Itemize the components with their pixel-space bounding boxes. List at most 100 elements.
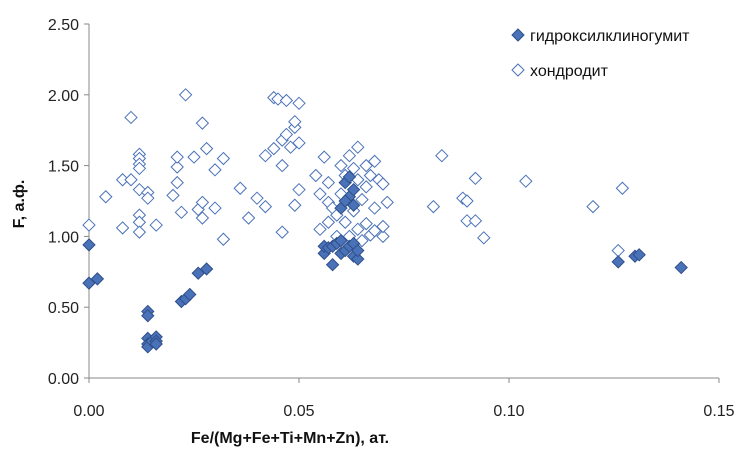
data-point-chondrodite: [132, 161, 147, 176]
data-point-chondrodite: [267, 141, 281, 156]
data-point-chondrodite: [233, 181, 247, 195]
data-point-chondrodite: [317, 150, 331, 164]
data-point-chondrodite: [195, 211, 210, 225]
data-point-chondrodite: [292, 136, 306, 150]
data-point-chondrodite: [199, 141, 214, 156]
data-point-chondrodite: [292, 182, 306, 197]
data-point-chondrodite: [258, 148, 273, 163]
data-point-hydroxylclinohumite: [82, 238, 96, 252]
data-point-chondrodite: [288, 114, 302, 129]
data-point-chondrodite: [99, 190, 113, 204]
data-point-hydroxylclinohumite: [351, 243, 365, 258]
data-point-chondrodite: [141, 191, 155, 205]
data-point-hydroxylclinohumite: [346, 198, 361, 212]
data-point-hydroxylclinohumite: [149, 337, 163, 351]
data-point-hydroxylclinohumite: [183, 287, 197, 302]
data-point-hydroxylclinohumite: [351, 252, 365, 266]
data-point-chondrodite: [279, 93, 294, 108]
legend-label-0: гидроксилклиногумит: [530, 28, 690, 45]
data-point-chondrodite: [309, 168, 323, 183]
data-point-chondrodite: [279, 127, 294, 142]
legend-marker-filled-diamond: [511, 28, 525, 42]
data-point-chondrodite: [292, 96, 306, 111]
data-point-chondrodite: [216, 232, 231, 246]
data-point-chondrodite: [321, 215, 336, 229]
data-point-chondrodite: [275, 158, 289, 173]
data-point-chondrodite: [477, 231, 491, 245]
data-point-chondrodite: [321, 175, 336, 190]
data-point-chondrodite: [250, 191, 264, 205]
legend-item-1: хондродит: [511, 63, 609, 80]
data-point-chondrodite: [208, 163, 222, 177]
data-point-hydroxylclinohumite: [342, 170, 357, 184]
data-point-chondrodite: [216, 151, 231, 166]
data-points: [82, 88, 688, 354]
y-tick-label: 2.50: [48, 17, 79, 34]
data-point-chondrodite: [460, 194, 474, 208]
legend-item-0: гидроксилклиногумит: [511, 28, 690, 45]
data-point-chondrodite: [258, 199, 273, 214]
data-point-chondrodite: [178, 88, 193, 102]
legend: гидроксилклиногумит хондродит: [511, 28, 690, 80]
data-point-chondrodite: [82, 218, 96, 232]
y-axis-ticks: 0.00 0.50 1.00 1.50 2.00 2.50: [48, 17, 89, 388]
x-axis-ticks: 0.00 0.05 0.10 0.15: [73, 378, 735, 420]
data-point-chondrodite: [586, 199, 600, 214]
data-point-chondrodite: [124, 173, 138, 187]
data-point-chondrodite: [275, 225, 289, 239]
data-point-hydroxylclinohumite: [632, 248, 646, 262]
legend-label-1: хондродит: [530, 63, 609, 80]
data-point-hydroxylclinohumite: [674, 260, 688, 275]
data-point-hydroxylclinohumite: [141, 308, 155, 323]
y-tick-label: 0.50: [48, 300, 79, 317]
y-tick-label: 1.50: [48, 159, 79, 176]
data-point-hydroxylclinohumite: [90, 272, 105, 286]
y-tick-label: 1.00: [48, 229, 79, 246]
data-point-chondrodite: [376, 177, 390, 191]
data-point-chondrodite: [170, 150, 184, 164]
y-axis-title: F, а.ф.: [11, 180, 28, 229]
data-point-chondrodite: [132, 225, 147, 239]
data-point-chondrodite: [166, 188, 180, 203]
x-tick-label: 0.00: [73, 403, 104, 420]
data-point-hydroxylclinohumite: [346, 182, 361, 197]
data-point-chondrodite: [355, 192, 369, 207]
data-point-chondrodite: [313, 187, 327, 201]
data-point-chondrodite: [338, 215, 352, 229]
y-tick-label: 2.00: [48, 88, 79, 105]
data-point-chondrodite: [468, 214, 483, 228]
data-point-chondrodite: [115, 221, 130, 235]
data-point-chondrodite: [367, 154, 382, 169]
x-axis-title: Fe/(Mg+Fe+Ti+Mn+Zn), ат.: [191, 430, 389, 447]
data-point-chondrodite: [351, 140, 365, 154]
data-point-chondrodite: [376, 219, 390, 234]
x-tick-label: 0.05: [283, 403, 314, 420]
data-point-chondrodite: [367, 201, 382, 215]
data-point-chondrodite: [170, 160, 184, 174]
data-point-chondrodite: [435, 148, 449, 163]
data-point-chondrodite: [426, 199, 441, 214]
data-point-chondrodite: [615, 181, 630, 195]
data-point-chondrodite: [376, 229, 390, 244]
data-point-chondrodite: [271, 92, 285, 106]
data-point-chondrodite: [288, 198, 302, 212]
data-point-chondrodite: [170, 175, 184, 190]
data-point-chondrodite: [380, 195, 394, 210]
data-point-chondrodite: [359, 180, 373, 194]
data-point-chondrodite: [149, 218, 163, 232]
plot-area: 0.00 0.50 1.00 1.50 2.00 2.50 0.00 0.05 0.10 0.1…: [48, 17, 735, 420]
data-point-chondrodite: [519, 174, 533, 188]
data-point-chondrodite: [241, 211, 256, 225]
data-point-hydroxylclinohumite: [325, 258, 340, 272]
data-point-chondrodite: [342, 148, 357, 163]
data-point-chondrodite: [195, 116, 210, 130]
data-point-chondrodite: [174, 205, 189, 220]
legend-marker-open-diamond: [511, 63, 525, 77]
data-point-chondrodite: [195, 195, 210, 210]
data-point-chondrodite: [208, 201, 222, 215]
data-point-chondrodite: [359, 216, 373, 231]
data-point-chondrodite: [611, 243, 625, 258]
data-point-chondrodite: [187, 150, 201, 164]
data-point-chondrodite: [334, 158, 348, 173]
